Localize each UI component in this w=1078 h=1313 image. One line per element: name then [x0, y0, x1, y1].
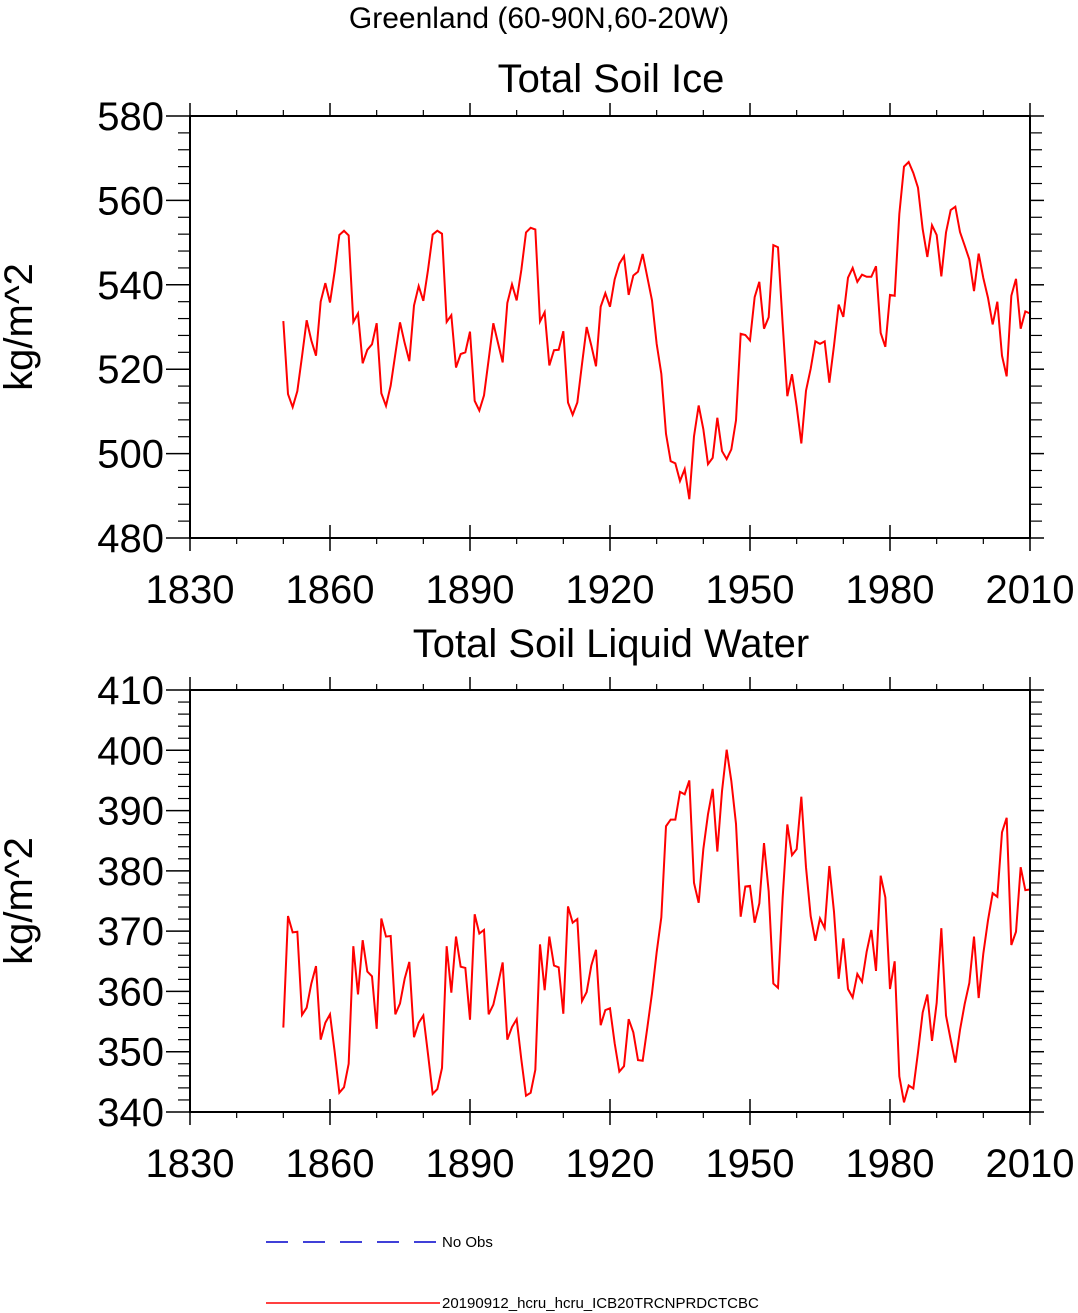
y-tick-label: 350 [97, 1031, 164, 1075]
y-tick-label: 540 [97, 264, 164, 308]
x-tick-label: 1920 [566, 1142, 655, 1186]
y-tick-label: 560 [97, 179, 164, 223]
y-axis-label-soil-liquid-water: kg/m^2 [0, 837, 41, 965]
x-tick-label: 2010 [986, 568, 1075, 612]
series-line-soil-liquid-water [282, 749, 1031, 1103]
y-tick-label: 360 [97, 970, 164, 1014]
panel-soil-liquid-water: Total Soil Liquid Water kg/m^2 1830 1860 1… [0, 622, 1074, 1186]
y-tick-label: 520 [97, 348, 164, 392]
panel-soil-ice: Total Soil Ice kg/m^2 1830 1860 1890 1920 19… [0, 57, 1074, 612]
y-tick-label: 410 [97, 669, 164, 713]
ticks-soil-liquid-water [166, 677, 1044, 1125]
y-tick-label: 480 [97, 517, 164, 561]
x-tick-label: 1860 [286, 568, 375, 612]
x-tick-label: 1920 [566, 568, 655, 612]
y-axis-label-soil-ice: kg/m^2 [0, 263, 41, 391]
tick-labels-soil-ice: 1830 1860 1890 1920 1950 1980 2010 480 500 520 540… [97, 95, 1074, 612]
x-tick-label: 1950 [706, 1142, 795, 1186]
legend: No Obs 20190912_hcru_hcru_ICB20TRCNPRDCT… [266, 1234, 759, 1312]
x-tick-label: 1890 [426, 568, 515, 612]
y-tick-label: 400 [97, 729, 164, 773]
plot-frame-soil-ice [189, 115, 1031, 539]
x-tick-label: 2010 [986, 1142, 1075, 1186]
x-tick-label: 1980 [846, 1142, 935, 1186]
x-tick-label: 1860 [286, 1142, 375, 1186]
ticks-soil-ice [166, 103, 1044, 551]
legend-label-no-obs: No Obs [442, 1234, 493, 1251]
x-tick-label: 1980 [846, 568, 935, 612]
plot-frame-soil-liquid-water [189, 689, 1031, 1113]
plot-title-soil-ice: Total Soil Ice [498, 57, 725, 101]
plot-title-soil-liquid-water: Total Soil Liquid Water [413, 622, 809, 666]
tick-labels-soil-liquid-water: 1830 1860 1890 1920 1950 1980 2010 340 350 360 370… [97, 669, 1074, 1186]
y-tick-label: 580 [97, 95, 164, 139]
x-tick-label: 1950 [706, 568, 795, 612]
legend-label-model-run: 20190912_hcru_hcru_ICB20TRCNPRDCTCBC [442, 1295, 759, 1312]
y-tick-label: 500 [97, 433, 164, 477]
figure-title: Greenland (60-90N,60-20W) [349, 2, 729, 35]
y-tick-label: 340 [97, 1091, 164, 1135]
y-tick-label: 390 [97, 790, 164, 834]
x-tick-label: 1830 [146, 1142, 235, 1186]
x-tick-label: 1830 [146, 568, 235, 612]
series-line-soil-ice [282, 160, 1031, 500]
y-tick-label: 380 [97, 850, 164, 894]
y-tick-label: 370 [97, 910, 164, 954]
x-tick-label: 1890 [426, 1142, 515, 1186]
